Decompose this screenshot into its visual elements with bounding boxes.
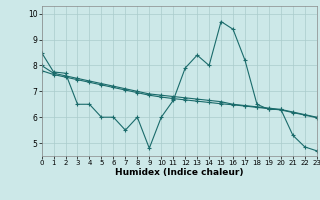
X-axis label: Humidex (Indice chaleur): Humidex (Indice chaleur) xyxy=(115,168,244,177)
